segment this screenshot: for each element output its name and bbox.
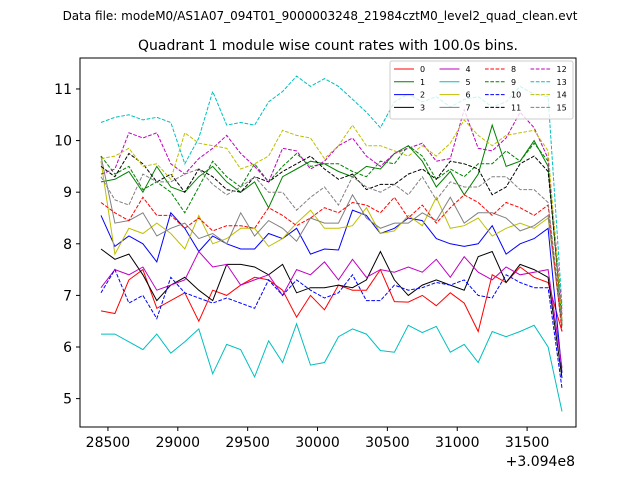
legend-label-15: 15 — [557, 103, 567, 112]
series-line-8 — [100, 194, 563, 332]
legend-label-7: 7 — [466, 103, 471, 112]
legend-label-3: 3 — [420, 103, 425, 112]
series-line-6 — [100, 161, 563, 327]
series-line-3 — [100, 248, 563, 379]
y-tick-label: 11 — [54, 82, 72, 98]
y-tick-label: 6 — [63, 340, 72, 356]
legend-label-9: 9 — [511, 78, 516, 87]
y-tick-label: 7 — [63, 288, 72, 304]
y-axis: 5 6 7 8 9 10 11 — [54, 82, 80, 408]
x-tick-label: 30500 — [365, 435, 410, 451]
legend-label-11: 11 — [511, 103, 521, 112]
series-line-5 — [101, 322, 563, 412]
series-line-0 — [100, 266, 563, 333]
legend-label-13: 13 — [557, 78, 567, 87]
x-tick-label: 29500 — [225, 435, 270, 451]
suptitle: Data file: modeM0/AS1A07_094T01_90000032… — [63, 9, 578, 23]
legend-label-6: 6 — [466, 91, 471, 100]
series-line-4 — [100, 250, 563, 368]
legend-label-8: 8 — [511, 65, 516, 74]
legend-label-4: 4 — [466, 65, 471, 74]
series-line-2 — [100, 209, 563, 373]
y-tick-label: 5 — [63, 392, 72, 408]
legend-label-1: 1 — [420, 78, 425, 87]
legend-label-14: 14 — [557, 91, 567, 100]
legend-label-2: 2 — [420, 91, 425, 100]
series-line-15 — [100, 168, 563, 324]
plot-area: 28500 29000 29500 30000 30500 31000 31500 5 6 7 8… — [54, 57, 577, 470]
x-tick-label: 31500 — [505, 435, 550, 451]
chart-title: Quadrant 1 module wise count rates with … — [138, 38, 518, 54]
series-line-9 — [100, 142, 563, 327]
y-tick-label: 9 — [63, 185, 72, 201]
series-line-10 — [100, 268, 563, 389]
x-offset-label: +3.094e8 — [506, 454, 575, 470]
series-line-12 — [100, 107, 563, 311]
legend-label-10: 10 — [511, 91, 521, 100]
x-axis: 28500 29000 29500 30000 30500 31000 31500 — [86, 427, 550, 451]
series-line-11 — [100, 152, 563, 317]
axes-frame — [79, 57, 577, 428]
legend-label-0: 0 — [420, 65, 425, 74]
y-tick-label: 8 — [63, 237, 72, 253]
legend-label-12: 12 — [557, 65, 567, 74]
legend-frame — [389, 60, 574, 120]
x-tick-label: 30000 — [295, 435, 340, 451]
series-line-14 — [100, 119, 563, 322]
series-line-7 — [100, 155, 563, 327]
x-tick-label: 29000 — [156, 435, 201, 451]
x-tick-label: 28500 — [86, 435, 131, 451]
y-tick-label: 10 — [54, 134, 72, 150]
legend-label-5: 5 — [466, 78, 471, 87]
x-tick-label: 31000 — [435, 435, 480, 451]
